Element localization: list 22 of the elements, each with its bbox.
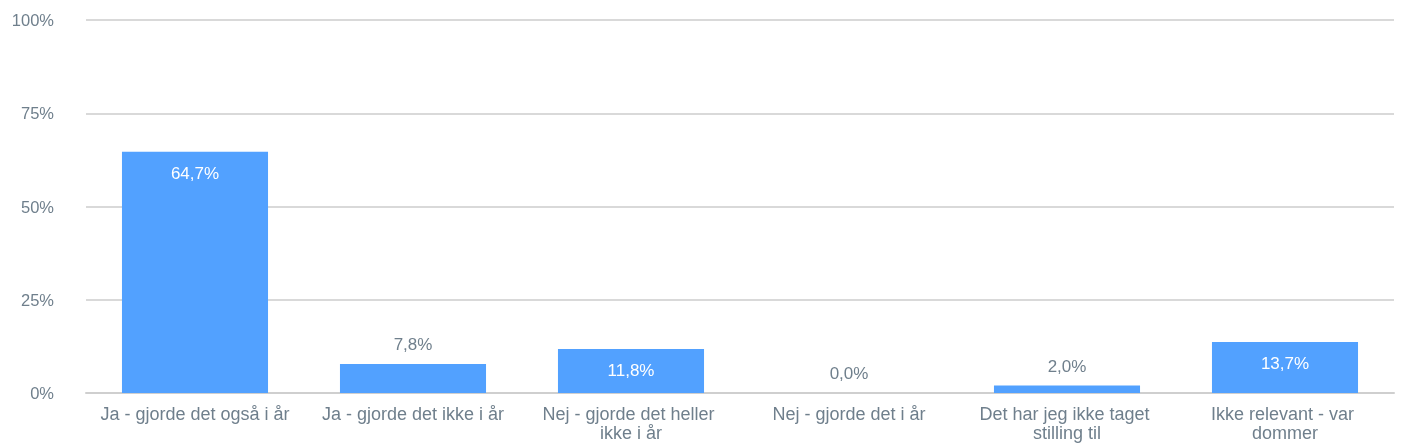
x-tick-label: Det har jeg ikke taget stilling til [979, 403, 1155, 443]
bar [557, 348, 705, 393]
x-tick-label: Ikke relevant - var dommer [1210, 403, 1360, 443]
data-label: 7,8% [393, 334, 433, 354]
y-tick-label: 50% [20, 197, 55, 216]
bar [339, 363, 487, 393]
x-tick-label: Nej - gjorde det heller ikke i år [542, 403, 720, 443]
bar [121, 151, 269, 393]
bar [1211, 341, 1359, 393]
x-tick-label: Nej - gjorde det i år [772, 403, 926, 424]
data-label: 2,0% [1047, 356, 1087, 376]
data-label: 11,8% [607, 360, 655, 380]
bar [993, 385, 1141, 393]
y-tick-label: 0% [30, 384, 55, 402]
data-label: 13,7% [1260, 353, 1310, 373]
data-label: 0,0% [829, 364, 869, 383]
x-tick-label: Ja - gjorde det ikke i år [321, 403, 505, 424]
data-label: 64,7% [170, 163, 220, 183]
y-tick-label: 75% [20, 104, 55, 123]
y-tick-label: 25% [20, 290, 55, 309]
x-tick-label: Ja - gjorde det også i år [100, 403, 290, 424]
y-tick-label: 100% [11, 11, 55, 29]
